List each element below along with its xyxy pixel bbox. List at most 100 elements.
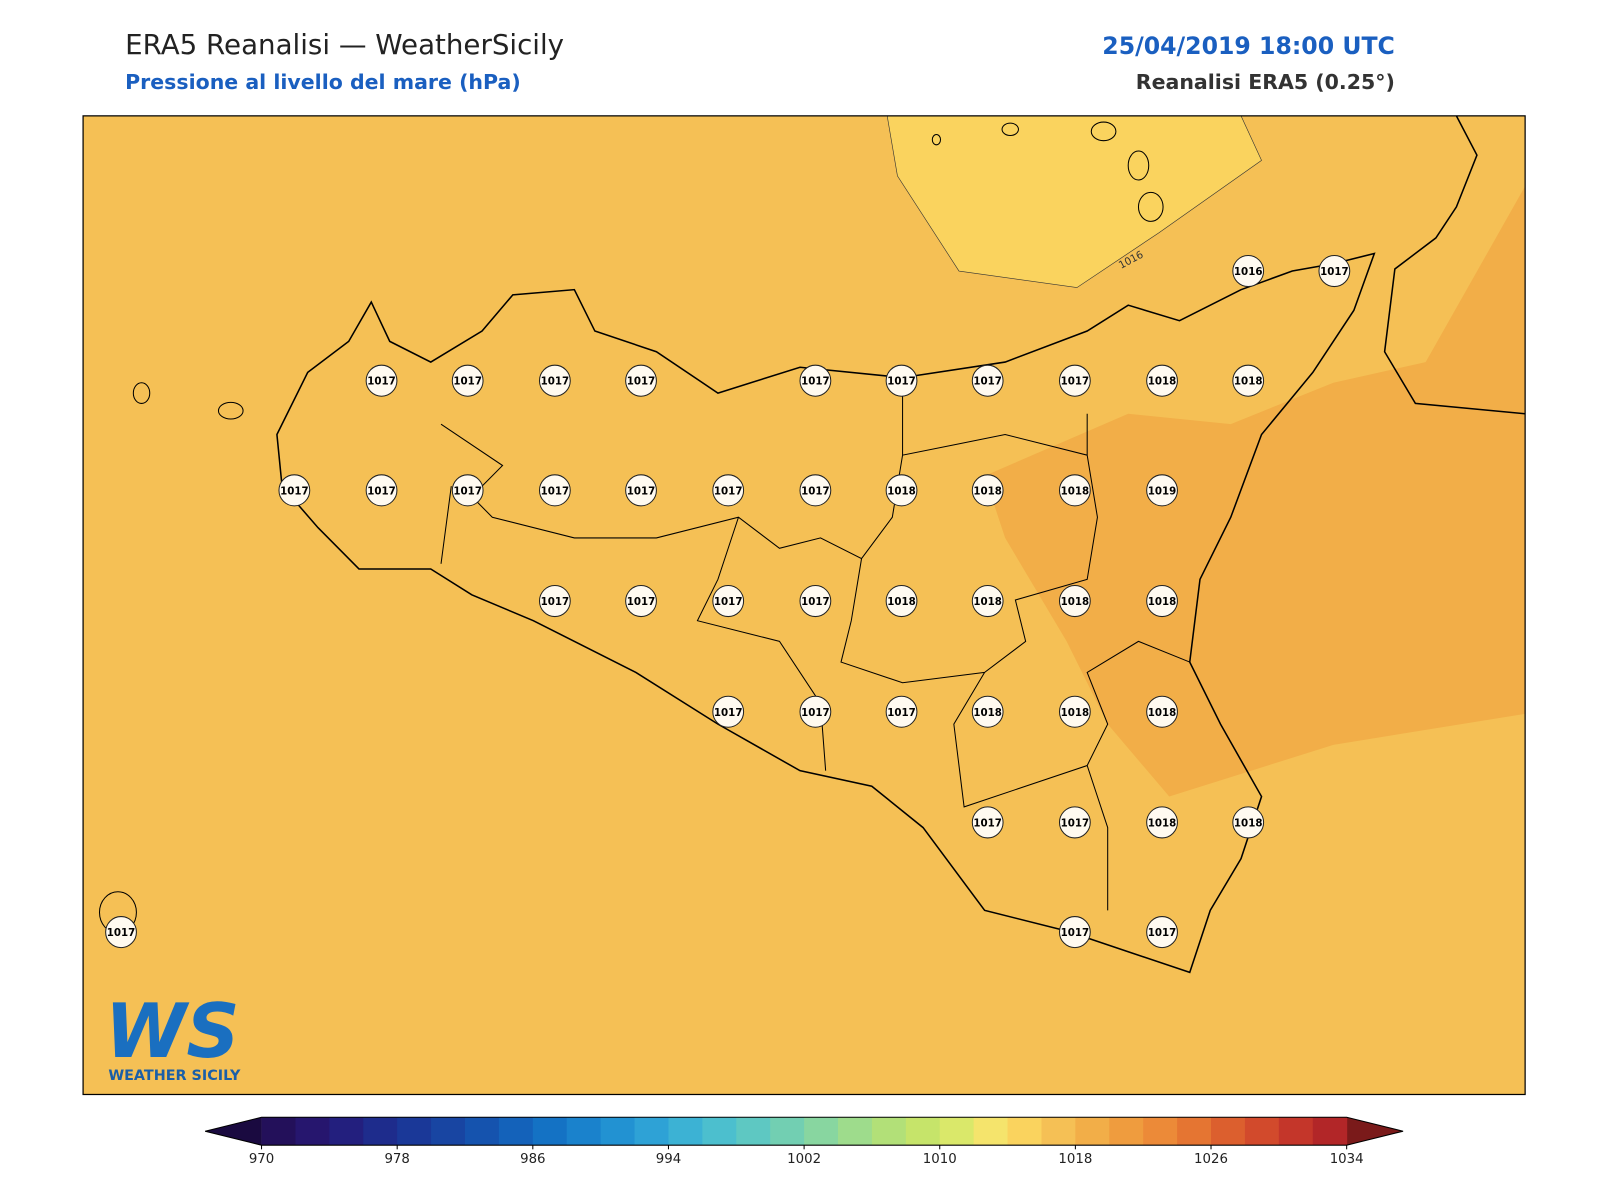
station-marker	[1058, 695, 1091, 728]
source: Reanalisi ERA5 (0.25°)	[1136, 70, 1395, 94]
station-marker	[1146, 806, 1178, 839]
map-frame	[82, 115, 1526, 1096]
colorbar-bin	[804, 1117, 839, 1146]
colorbar-tick-label: 1018	[1058, 1152, 1092, 1167]
colorbar-bin	[532, 1117, 568, 1146]
colorbar-bin	[973, 1117, 1009, 1146]
station-marker	[538, 585, 571, 618]
zone-1018	[984, 186, 1526, 797]
colorbar-bin	[668, 1117, 703, 1146]
station-marker	[451, 474, 484, 507]
colorbar-tick-label: 1010	[923, 1152, 957, 1167]
station-marker	[625, 474, 657, 507]
station-marker	[799, 695, 832, 728]
station-value: 1017	[1061, 817, 1090, 829]
island	[217, 401, 244, 420]
colorbar-bin	[600, 1117, 636, 1146]
colorbar-bin	[770, 1117, 805, 1146]
station-value: 1019	[1148, 485, 1177, 497]
datetime: 25/04/2019 18:00 UTC	[1102, 32, 1395, 60]
station-marker	[885, 585, 918, 618]
station-marker	[1058, 364, 1091, 397]
colorbar-bin	[1278, 1117, 1314, 1146]
station-marker	[971, 806, 1004, 839]
station-marker	[1232, 255, 1265, 288]
colorbar-tick-label: 1034	[1330, 1152, 1364, 1167]
station-marker	[1232, 806, 1265, 839]
station-value: 1017	[367, 485, 396, 497]
station-value: 1017	[541, 485, 570, 497]
station-value: 1017	[453, 485, 482, 497]
subtitle: Pressione al livello del mare (hPa)	[125, 70, 521, 94]
station-value: 1018	[1234, 817, 1263, 829]
colorbar-tick-label: 970	[249, 1152, 274, 1167]
island	[1127, 150, 1150, 181]
station-marker	[1058, 474, 1091, 507]
colorbar-bin	[261, 1117, 296, 1146]
station-value: 1017	[887, 707, 916, 719]
station-marker	[799, 585, 832, 618]
colorbar-tick-label: 1002	[787, 1152, 821, 1167]
station-value: 1017	[541, 596, 570, 608]
station-value: 1017	[541, 376, 570, 388]
colorbar-tick-label: 994	[656, 1152, 681, 1167]
logo-mark: WS	[105, 989, 240, 1075]
station-value: 1017	[627, 596, 656, 608]
station-marker	[1318, 255, 1351, 288]
colorbar-bin	[1312, 1117, 1348, 1146]
station-marker	[971, 585, 1004, 618]
colorbar-bin	[736, 1117, 771, 1146]
station-marker	[885, 695, 918, 728]
station-value: 1017	[973, 376, 1002, 388]
colorbar-bin	[1211, 1117, 1246, 1146]
colorbar-bin	[1075, 1117, 1110, 1146]
station-marker	[712, 474, 745, 507]
station-marker	[1058, 916, 1091, 949]
province-borders	[440, 393, 1190, 911]
colorbar-bin	[1143, 1117, 1178, 1146]
station-value: 1018	[887, 485, 916, 497]
station-value: 1017	[107, 927, 136, 939]
station-value: 1017	[627, 376, 656, 388]
station-marker	[799, 474, 832, 507]
colorbar-bin	[329, 1117, 364, 1146]
colorbar-bin	[871, 1117, 907, 1146]
station-marker	[885, 474, 918, 507]
coastline	[276, 252, 1376, 974]
station-value: 1017	[627, 485, 656, 497]
station-value: 1017	[714, 707, 743, 719]
station-marker	[538, 364, 571, 397]
station-value: 1017	[801, 485, 830, 497]
station-value: 1017	[714, 596, 743, 608]
station-marker	[971, 695, 1004, 728]
map: 1016 WS WEATHER SICILY 1017 1017 1017 1017 1…	[82, 115, 1526, 1096]
colorbar-bin	[702, 1117, 737, 1146]
island	[1001, 122, 1019, 137]
station-value: 1017	[1148, 927, 1177, 939]
colorbar-bin	[1007, 1117, 1042, 1146]
station-value: 1018	[1148, 596, 1177, 608]
logo-name: WEATHER SICILY	[108, 1068, 241, 1084]
station-value: 1018	[1148, 817, 1177, 829]
station-marker	[1146, 364, 1178, 397]
station-value: 1018	[1148, 707, 1177, 719]
station-value: 1018	[1234, 376, 1263, 388]
station-value: 1017	[714, 485, 743, 497]
station-value: 1017	[453, 376, 482, 388]
station-value: 1017	[367, 376, 396, 388]
colorbar-bin	[498, 1117, 534, 1146]
station-marker	[885, 364, 918, 397]
colorbar-bin	[465, 1117, 500, 1146]
title: ERA5 Reanalisi — WeatherSicily	[125, 28, 564, 61]
colorbar-bin	[838, 1117, 873, 1146]
island	[132, 382, 151, 404]
colorbar-extend-high	[1346, 1117, 1404, 1146]
station-value: 1018	[1061, 596, 1090, 608]
station-marker	[538, 474, 571, 507]
colorbar-bin	[566, 1117, 602, 1146]
station-marker	[712, 695, 745, 728]
island	[1090, 121, 1117, 142]
colorbar-bin	[939, 1117, 975, 1146]
colorbar-bin	[1244, 1117, 1280, 1146]
